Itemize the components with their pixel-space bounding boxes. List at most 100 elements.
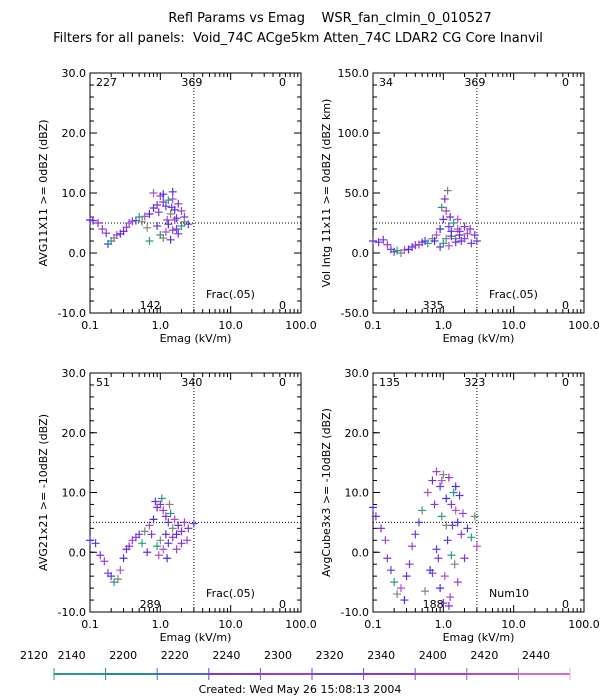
scatter-point [161, 228, 170, 236]
scatter-point [163, 216, 172, 224]
scatter-point [383, 240, 392, 249]
scatter-point [177, 527, 186, 536]
count-bottom-mid: 335 [423, 299, 444, 312]
scatter-point [177, 222, 186, 230]
scatter-point [159, 234, 168, 242]
scatter-point [451, 482, 460, 491]
scatter-point [125, 542, 134, 551]
scatter-point [443, 536, 452, 545]
y-tick-label: 20.0 [62, 127, 87, 140]
scatter-point [402, 572, 411, 581]
scatter-point [149, 515, 158, 524]
x-tick-label: 100.0 [285, 319, 317, 332]
scatter-point [400, 596, 409, 605]
scatter-point [183, 536, 192, 545]
scatter-point [460, 234, 469, 243]
scatter-point [440, 572, 449, 581]
scatter-point [369, 503, 377, 512]
scatter-point [163, 554, 172, 563]
x-axis-label: Emag (kV/m) [443, 332, 515, 345]
scatter-point [446, 213, 455, 221]
count-top-right: 0 [279, 76, 286, 89]
scatter-point [151, 497, 160, 506]
scatter-point [161, 202, 170, 211]
scatter-point [180, 518, 189, 527]
y-tick-label: 30.0 [62, 367, 87, 380]
y-axis-label: Vol Intg 11x11 >= 0dBZ (dBZ km) [320, 99, 333, 288]
scatter-point [164, 518, 173, 527]
x-tick-label: 10.0 [501, 618, 526, 631]
scatter-point [86, 536, 94, 545]
y-tick-label: 0.0 [352, 546, 370, 559]
scatter-point [432, 467, 441, 476]
scatter-point [166, 509, 175, 518]
count-bottom-mid: 289 [140, 598, 161, 611]
count-top-mid: 369 [181, 76, 202, 89]
plot-frame [372, 72, 585, 314]
scatter-point [428, 476, 437, 485]
scatter-point [463, 524, 472, 533]
scatter-point [467, 239, 476, 248]
y-tick-label: 30.0 [62, 67, 87, 80]
scatter-point [447, 500, 456, 509]
scatter-point [138, 539, 147, 548]
colorbar-label: 2200 [109, 649, 137, 662]
x-tick-label: 0.1 [81, 319, 99, 332]
colorbar-label: 2400 [419, 649, 447, 662]
scatter-point [135, 530, 144, 539]
scatter-point [377, 524, 386, 533]
panel-2: 0.1 1.0 10.0 100.0 -50.0 0.0 50.0 100.0 150.0 34 3… [320, 67, 600, 345]
colorbar-label: 2340 [367, 649, 395, 662]
scatter-point [149, 189, 158, 197]
scatter-point [140, 212, 149, 221]
colorbar-label: 2120 [20, 649, 48, 662]
scatter-point [156, 536, 165, 545]
created-timestamp: Created: Wed May 26 15:08:13 2004 [199, 683, 402, 696]
scatter-point [172, 225, 181, 233]
colorbar: 2120 2140 2200 2220 2240 2300 2320 2340 2400 2420… [20, 649, 571, 680]
scatter-point [379, 235, 388, 244]
scatter-point [168, 195, 177, 203]
plot-frame [89, 72, 302, 314]
x-axis-label: Emag (kV/m) [443, 631, 515, 644]
x-tick-label: 1.0 [152, 618, 170, 631]
count-top-mid: 369 [464, 76, 485, 89]
y-axis-label: AVG21x21 >= -10dBZ (dBZ) [37, 414, 50, 571]
y-tick-label: 50.0 [345, 187, 370, 200]
count-bottom-right: 0 [562, 598, 569, 611]
scatter-point [430, 500, 439, 509]
count-top-mid: 323 [464, 376, 485, 389]
scatter-point [393, 590, 402, 599]
scatter-point [174, 199, 183, 208]
scatter-point [444, 602, 453, 611]
y-tick-label: -50.0 [341, 307, 369, 320]
scatter-point [159, 506, 168, 515]
scatter-point [453, 215, 462, 224]
scatter-point [458, 509, 467, 518]
panel-4: 0.1 1.0 10.0 100.0 -10.0 0.0 10.0 20.0 30.0 135 32… [320, 367, 600, 644]
scatter-point [453, 518, 462, 527]
x-tick-label: 100.0 [285, 618, 317, 631]
y-tick-label: -10.0 [58, 606, 86, 619]
scatter-point [472, 237, 481, 245]
x-tick-label: 0.1 [364, 618, 382, 631]
panel-annotation: Frac(.05) [206, 288, 255, 301]
scatter-point [423, 488, 432, 497]
scatter-point [449, 488, 458, 497]
scatter-point [100, 557, 109, 566]
scatter-point [411, 530, 420, 539]
scatter-point [159, 190, 168, 199]
scatter-point [88, 216, 97, 225]
scatter-point [161, 512, 170, 521]
scatter-point [472, 542, 481, 551]
scatter-point [154, 551, 163, 560]
scatter-point [460, 222, 469, 231]
scatter-point [159, 545, 168, 554]
scatter-point [439, 215, 448, 224]
count-bottom-right: 0 [279, 299, 286, 312]
scatter-point [145, 210, 154, 218]
x-axis-label: Emag (kV/m) [160, 332, 232, 345]
count-top-right: 0 [279, 376, 286, 389]
scatter-point [455, 491, 464, 500]
